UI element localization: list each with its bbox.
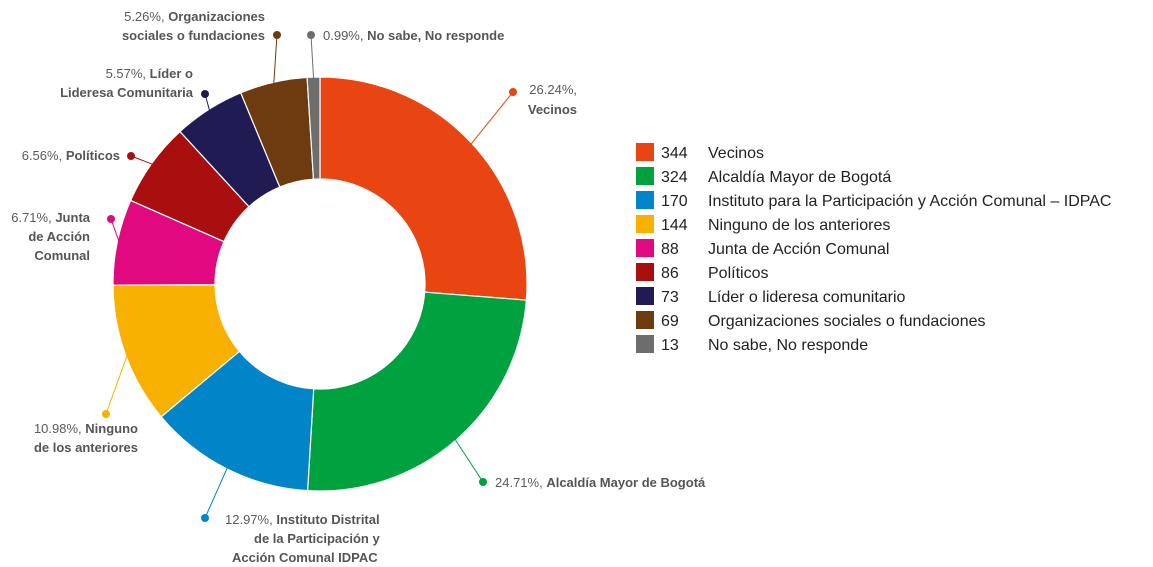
- slice-label-name: de los anteriores: [34, 440, 138, 455]
- legend-item: 344 Vecinos: [636, 143, 764, 162]
- legend-label: Alcaldía Mayor de Bogotá: [708, 169, 891, 186]
- leader-line: [310, 34, 315, 80]
- slice-label: 5.57%, Líder o Lideresa Comunitaria: [60, 66, 194, 100]
- legend-value: 324: [661, 169, 688, 186]
- legend-value: 69: [661, 313, 679, 330]
- slice-vecinos: [319, 76, 528, 301]
- legend-item: 13 No sabe, No responde: [636, 335, 868, 354]
- leader-dot: [201, 90, 209, 98]
- slice-label-percent: 10.98%,: [34, 421, 85, 436]
- legend-swatch: [636, 143, 654, 161]
- leader-line: [105, 354, 128, 415]
- legend-label: Políticos: [708, 265, 768, 282]
- legend-label: Vecinos: [708, 145, 764, 162]
- slice-label-name: Instituto Distrital: [276, 512, 379, 527]
- slice-label-name: Junta: [55, 210, 90, 225]
- leader-line: [470, 91, 514, 146]
- slice-label-percent: 12.97%,: [225, 512, 276, 527]
- leader-line: [204, 466, 229, 519]
- slice-labels: 26.24%, Vecinos 24.71%, Alcaldía Mayor de …: [11, 9, 706, 565]
- legend-swatch: [636, 311, 654, 329]
- slice-label-name: Ninguno: [85, 421, 138, 436]
- slice-label: 0.99%, No sabe, No responde: [323, 28, 504, 43]
- slice-label: 5.26%, Organizaciones sociales o fundacio…: [122, 9, 265, 43]
- slice-label: 10.98%, Ninguno de los anteriores: [34, 421, 138, 455]
- legend-item: 144 Ninguno de los anteriores: [636, 215, 890, 234]
- legend-label: Líder o lideresa comunitario: [708, 289, 906, 306]
- slice-label-percent: 6.71%,: [11, 210, 55, 225]
- legend-value: 73: [661, 289, 679, 306]
- slice-label-percent: 6.56%,: [22, 148, 66, 163]
- slice-label-name: sociales o fundaciones: [122, 28, 265, 43]
- leader-lines: [102, 31, 517, 522]
- slice-label-name: Comunal: [34, 248, 90, 263]
- slice-alcaldia-mayor-de-bogota: [306, 291, 528, 492]
- legend-label: Junta de Acción Comunal: [708, 241, 889, 258]
- leader-dot: [127, 152, 135, 160]
- slice-label-name: Lideresa Comunitaria: [60, 85, 194, 100]
- legend-item: 88 Junta de Acción Comunal: [636, 239, 889, 258]
- slice-label-percent: 0.99%,: [323, 28, 367, 43]
- legend-value: 170: [661, 193, 688, 210]
- slice-label: 6.71%, Junta de Acción Comunal: [11, 210, 91, 263]
- legend-value: 86: [661, 265, 679, 282]
- slice-label-name: Vecinos: [528, 102, 577, 117]
- leader-dot: [107, 215, 115, 223]
- legend-label: Ninguno de los anteriores: [708, 217, 890, 234]
- slice-label: 12.97%, Instituto Distrital de la Partici…: [225, 512, 380, 565]
- legend-value: 144: [661, 217, 688, 234]
- legend-label: No sabe, No responde: [708, 337, 868, 354]
- leader-dot: [479, 478, 487, 486]
- slice-label-name: Organizaciones: [168, 9, 265, 24]
- slice-label-percent: 26.24%,: [529, 82, 577, 97]
- donut-slices: [112, 76, 528, 492]
- leader-line: [454, 438, 484, 483]
- slice-label: 6.56%, Políticos: [22, 148, 120, 163]
- slice-label-name: Políticos: [66, 148, 120, 163]
- legend-swatch: [636, 335, 654, 353]
- legend-item: 73 Líder o lideresa comunitario: [636, 287, 906, 306]
- slice-label-name: Acción Comunal IDPAC: [232, 550, 378, 565]
- legend-swatch: [636, 239, 654, 257]
- leader-line: [273, 34, 278, 85]
- slice-label-percent: 24.71%,: [495, 475, 546, 490]
- slice-label: 24.71%, Alcaldía Mayor de Bogotá: [495, 475, 706, 490]
- legend-swatch: [636, 215, 654, 233]
- leader-dot: [509, 88, 517, 96]
- legend-value: 88: [661, 241, 679, 258]
- leader-dot: [273, 31, 281, 39]
- legend-item: 170 Instituto para la Participación y Acc…: [636, 191, 1111, 210]
- slice-label-name: de Acción: [28, 229, 90, 244]
- legend-swatch: [636, 263, 654, 281]
- legend: 344 Vecinos 324 Alcaldía Mayor de Bogotá 170…: [636, 143, 1111, 354]
- legend-label: Organizaciones sociales o fundaciones: [708, 313, 986, 330]
- legend-item: 86 Políticos: [636, 263, 768, 282]
- legend-swatch: [636, 287, 654, 305]
- leader-dot: [102, 410, 110, 418]
- leader-line: [110, 218, 120, 243]
- legend-value: 344: [661, 145, 688, 162]
- slice-label: 26.24%, Vecinos: [528, 82, 577, 117]
- leader-dot: [201, 514, 209, 522]
- slice-label-name: No sabe, No responde: [367, 28, 504, 43]
- slice-label-name: Líder o: [150, 66, 193, 81]
- slice-label-name: Alcaldía Mayor de Bogotá: [546, 475, 706, 490]
- slice-label-percent: 5.57%,: [106, 66, 150, 81]
- legend-item: 324 Alcaldía Mayor de Bogotá: [636, 167, 891, 186]
- slice-label-percent: 5.26%,: [124, 9, 168, 24]
- slice-no-sabe-no-responde: [306, 76, 321, 180]
- legend-swatch: [636, 167, 654, 185]
- leader-dot: [307, 31, 315, 39]
- legend-label: Instituto para la Participación y Acción…: [708, 193, 1111, 210]
- legend-value: 13: [661, 337, 679, 354]
- legend-swatch: [636, 191, 654, 209]
- slice-label-name: de la Participación y: [254, 531, 380, 546]
- legend-item: 69 Organizaciones sociales o fundaciones: [636, 311, 986, 330]
